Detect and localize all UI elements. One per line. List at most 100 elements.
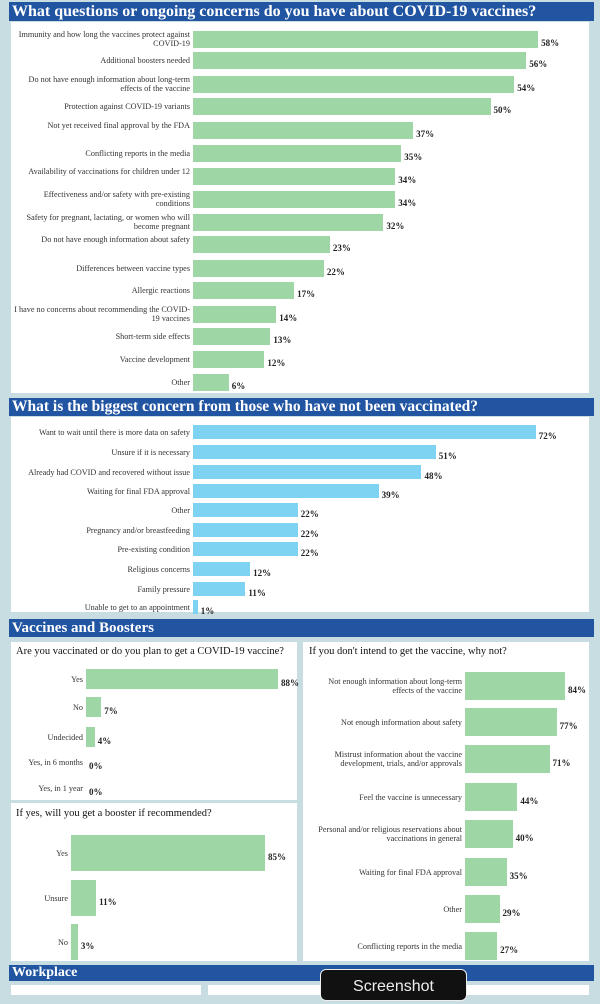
- chart-1-bar: [193, 542, 298, 556]
- chart-3-value-label: 85%: [268, 852, 286, 862]
- chart-3-bar: [71, 924, 78, 960]
- screenshot-button[interactable]: Screenshot: [320, 969, 467, 1001]
- chart-0-category-label: Allergic reactions: [131, 285, 190, 295]
- chart-0-value-label: 13%: [273, 335, 292, 345]
- workplace-left-panel: [11, 985, 201, 995]
- chart-2-bar: [86, 697, 102, 717]
- chart-0-value-label: 34%: [398, 175, 417, 185]
- chart-1-bar: [193, 523, 298, 537]
- chart-4-category-label: Mistrust information about the vaccine d…: [334, 750, 462, 768]
- chart-1-value-label: 22%: [300, 529, 319, 539]
- chart-1-bar: [193, 445, 436, 459]
- chart-0-bar: [193, 213, 384, 231]
- chart-4-bar: [465, 895, 500, 923]
- chart-0-value-label: 54%: [517, 83, 536, 93]
- chart-0-bar: [193, 75, 515, 93]
- chart-1-bar: [193, 465, 422, 479]
- vaccinated-plan-title: Are you vaccinated or do you plan to get…: [16, 646, 284, 657]
- chart-4-category-label: Not enough information about safety: [341, 717, 462, 727]
- chart-2-value-label: 0%: [89, 761, 103, 771]
- chart-4-bar: [465, 672, 565, 700]
- chart-1-bar: [193, 582, 246, 596]
- chart-2-bar: [86, 669, 278, 689]
- chart-0-value-label: 37%: [416, 129, 435, 139]
- chart-0-bar: [193, 97, 491, 115]
- chart-4-value-label: 71%: [552, 758, 571, 768]
- chart-0-bar: [193, 144, 402, 162]
- chart-0-category-label: Other: [171, 377, 190, 387]
- chart-2-category-label: Yes, in 1 year: [38, 783, 83, 793]
- chart-3-value-label: 3%: [80, 941, 95, 951]
- chart-4-category-label: Feel the vaccine is unnecessary: [359, 792, 462, 802]
- chart-3-bar: [71, 880, 97, 916]
- chart-0-category-label: Effectiveness and/or safety with pre-exi…: [43, 190, 190, 208]
- chart-0-bar: [193, 30, 539, 48]
- chart-4-value-label: 29%: [502, 908, 521, 918]
- workplace-header: Workplace: [9, 965, 594, 981]
- chart-1-value-label: 12%: [253, 568, 272, 578]
- chart-3-category-label: Unsure: [44, 893, 68, 903]
- chart-4-category-label: Waiting for final FDA approval: [358, 867, 462, 877]
- chart-1-bar: [193, 562, 251, 576]
- chart-1-value-label: 22%: [300, 509, 319, 519]
- chart-4-value-label: 77%: [559, 721, 578, 731]
- chart-1-value-label: 48%: [424, 471, 443, 481]
- unvaccinated-header: What is the biggest concern from those w…: [9, 398, 594, 416]
- chart-2-value-label: 0%: [89, 787, 103, 797]
- chart-4-value-label: 84%: [568, 685, 586, 695]
- chart-0-value-label: 14%: [279, 313, 298, 323]
- vaccinated-plan-panel: [11, 642, 297, 800]
- chart-2-value-label: 4%: [97, 736, 112, 746]
- chart-3-category-label: Yes: [56, 848, 68, 858]
- chart-0-bar: [193, 327, 271, 345]
- chart-0-category-label: Short-term side effects: [115, 331, 190, 341]
- chart-1-bar: [193, 503, 298, 517]
- chart-0-category-label: Conflicting reports in the media: [85, 148, 190, 158]
- chart-2-value-label: 7%: [104, 706, 118, 716]
- chart-0-value-label: 50%: [493, 105, 512, 115]
- chart-0-value-label: 12%: [267, 358, 286, 368]
- booster-title: If yes, will you get a booster if recomm…: [16, 808, 212, 819]
- chart-2-category-label: Yes: [71, 674, 83, 684]
- chart-1-bar: [193, 484, 379, 498]
- chart-0-bar: [193, 281, 295, 299]
- chart-4-bar: [465, 858, 507, 886]
- chart-1-category-label: Unsure if it is necessary: [111, 447, 190, 457]
- chart-0-value-label: 17%: [297, 289, 316, 299]
- chart-4-bar: [465, 783, 518, 811]
- chart-1-value-label: 1%: [200, 606, 215, 616]
- chart-4-value-label: 40%: [515, 833, 534, 843]
- chart-4-value-label: 35%: [509, 871, 528, 881]
- why-not-title: If you don't intend to get the vaccine, …: [309, 646, 507, 657]
- chart-0-category-label: Additional boosters needed: [100, 55, 190, 65]
- chart-1-category-label: Other: [171, 505, 190, 515]
- chart-1-value-label: 11%: [248, 588, 266, 598]
- chart-0-bar: [193, 167, 396, 185]
- chart-1-value-label: 51%: [438, 451, 457, 461]
- chart-0-category-label: Do not have enough information about saf…: [41, 235, 190, 244]
- chart-3-category-label: No: [57, 937, 68, 947]
- chart-0-value-label: 58%: [541, 38, 560, 48]
- booster-panel: [11, 803, 297, 961]
- chart-0-category-label: Availability of vaccinations for childre…: [28, 167, 190, 176]
- chart-1-category-label: Pre-existing condition: [117, 544, 190, 554]
- chart-3-bar: [71, 835, 265, 871]
- chart-0-category-label: Vaccine development: [119, 354, 190, 364]
- chart-0-value-label: 35%: [404, 152, 423, 162]
- chart-0-value-label: 22%: [326, 267, 345, 277]
- chart-0-bar: [193, 350, 265, 368]
- chart-2-category-label: Undecided: [47, 732, 83, 742]
- chart-0-bar: [193, 51, 527, 69]
- chart-0-category-label: Protection against COVID-19 variants: [64, 101, 190, 111]
- chart-1-bar: [193, 600, 198, 614]
- chart-0-bar: [193, 190, 396, 208]
- chart-0-bar: [193, 305, 277, 323]
- chart-4-value-label: 44%: [520, 796, 539, 806]
- chart-0-bar: [193, 259, 324, 277]
- chart-1-value-label: 22%: [300, 548, 319, 558]
- chart-4-category-label: Other: [443, 904, 462, 914]
- chart-1-category-label: Already had COVID and recovered without …: [28, 467, 190, 477]
- chart-4-bar: [465, 932, 498, 960]
- chart-0-category-label: I have no concerns about recommending th…: [14, 305, 190, 323]
- chart-0-value-label: 6%: [231, 381, 246, 391]
